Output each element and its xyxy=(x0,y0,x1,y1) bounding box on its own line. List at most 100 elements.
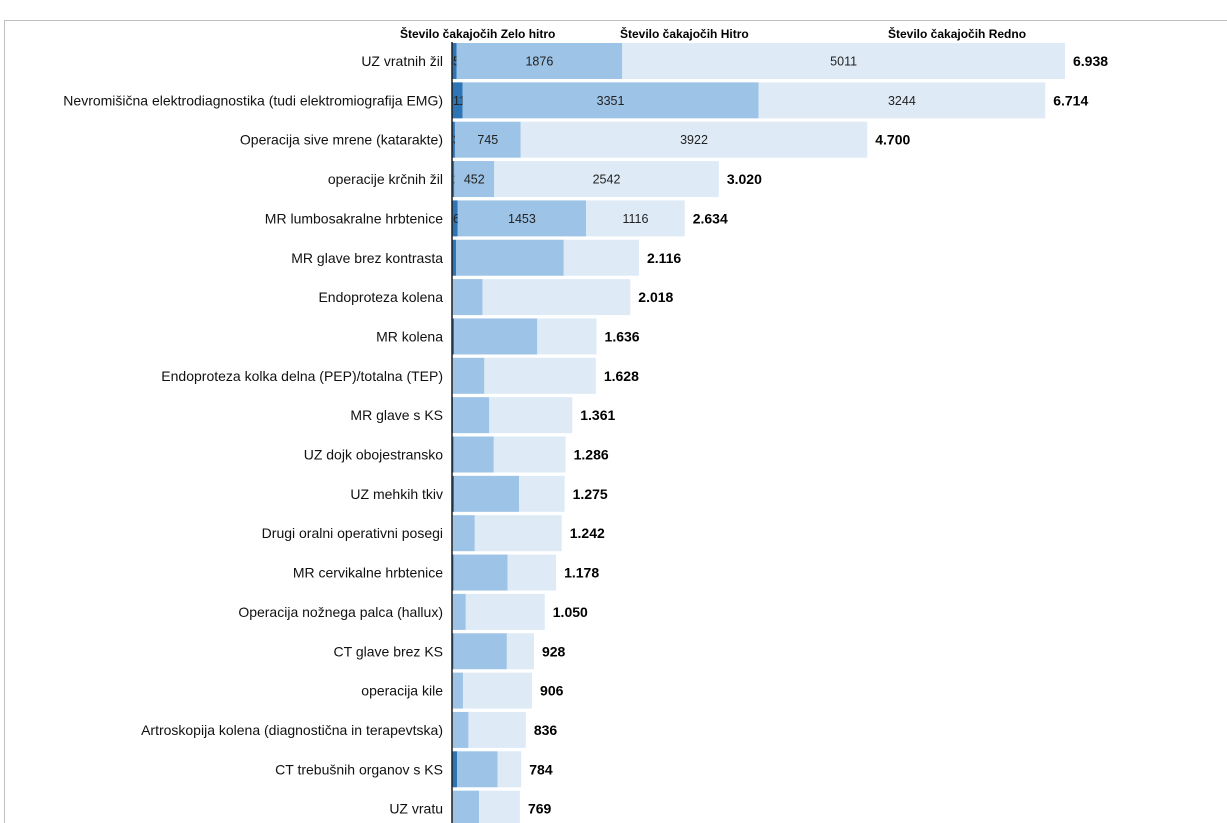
bar-segment xyxy=(452,554,454,591)
total-data-label: 2.634 xyxy=(693,210,728,226)
bar-segment xyxy=(454,475,520,512)
segment-data-label: 1876 xyxy=(525,55,553,69)
category-label: MR glave s KS xyxy=(350,407,443,423)
bar-segment xyxy=(452,475,455,512)
category-label: MR kolena xyxy=(376,328,443,344)
bar-segment xyxy=(586,200,685,237)
total-data-label: 1.050 xyxy=(553,604,588,620)
bar-segment xyxy=(462,672,533,709)
legend-entry: Število čakajočih Hitro xyxy=(620,26,749,41)
bar-segment xyxy=(489,397,573,434)
total-data-label: 836 xyxy=(534,722,558,738)
bar-segment xyxy=(452,200,458,237)
segment-data-label: 745 xyxy=(477,133,498,147)
bar-segment xyxy=(452,357,485,394)
total-data-label: 1.361 xyxy=(580,407,615,423)
category-label: operacije krčnih žil xyxy=(328,171,443,187)
category-label: operacija kile xyxy=(361,683,443,699)
bar-segment xyxy=(452,711,469,748)
total-data-label: 928 xyxy=(542,643,566,659)
segment-data-label: 1453 xyxy=(508,212,536,226)
bar-segment xyxy=(457,200,587,237)
bar-segment xyxy=(452,82,463,119)
legend-entry: Število čakajočih Redno xyxy=(888,26,1026,41)
bar-segment xyxy=(758,82,1046,119)
category-label: Operacija sive mrene (katarakte) xyxy=(240,132,443,148)
total-data-label: 1.636 xyxy=(605,328,640,344)
bar-segment xyxy=(452,790,480,823)
bar-segment xyxy=(454,161,495,198)
legend: Število čakajočih Zelo hitro Število čaka… xyxy=(400,26,1026,41)
total-data-label: 906 xyxy=(540,683,564,699)
chart-frame xyxy=(4,20,1227,823)
bar-segment xyxy=(452,161,455,198)
category-label: Drugi oralni operativni posegi xyxy=(262,525,443,541)
category-label: MR lumbosakralne hrbtenice xyxy=(265,210,443,226)
bar-segment xyxy=(468,711,526,748)
segment-data-label: 5011 xyxy=(830,55,857,69)
bar-segment xyxy=(452,751,458,788)
bar-segment xyxy=(452,515,475,552)
segment-data-label: 452 xyxy=(464,173,485,187)
bar-segment xyxy=(482,279,631,316)
bar-segment xyxy=(462,82,759,119)
category-label: UZ vratu xyxy=(389,801,443,817)
category-label: Endoproteza kolena xyxy=(318,289,443,305)
bar-segment xyxy=(465,593,545,630)
bar-segment xyxy=(494,161,719,198)
bar-segment xyxy=(452,239,456,276)
bar-segment xyxy=(454,121,521,158)
total-data-label: 4.700 xyxy=(875,132,910,148)
total-data-label: 1.286 xyxy=(574,447,609,463)
total-data-label: 1.242 xyxy=(570,525,605,541)
bar-segment xyxy=(453,554,508,591)
total-data-label: 1.178 xyxy=(564,565,599,581)
total-data-label: 1.628 xyxy=(604,368,639,384)
total-data-label: 769 xyxy=(528,801,552,817)
bar-segment xyxy=(520,121,868,158)
bar-segment xyxy=(452,672,463,709)
category-label: CT glave brez KS xyxy=(334,643,443,659)
total-data-label: 784 xyxy=(529,761,553,777)
bar-segment xyxy=(497,751,522,788)
total-data-label: 3.020 xyxy=(727,171,762,187)
bar-segment xyxy=(484,357,596,394)
bar-segment xyxy=(452,593,466,630)
bar-segment xyxy=(453,436,494,473)
bar-segment xyxy=(452,279,483,316)
bar-segment xyxy=(622,43,1065,79)
total-data-label: 2.116 xyxy=(647,250,681,266)
bar-segment xyxy=(457,751,498,788)
bar-segment xyxy=(453,633,507,670)
legend-entry: Število čakajočih Zelo hitro xyxy=(400,26,555,41)
total-data-label: 6.714 xyxy=(1053,92,1088,108)
total-data-label: 2.018 xyxy=(638,289,673,305)
bar-segment xyxy=(453,397,490,434)
bar-segment xyxy=(452,121,455,158)
bar-segment xyxy=(452,318,455,355)
bar-segment xyxy=(563,239,639,276)
segment-data-label: 3244 xyxy=(888,94,916,108)
total-data-label: 6.938 xyxy=(1073,53,1108,69)
bar-segment xyxy=(452,43,457,79)
category-label: UZ dojk obojestransko xyxy=(304,447,444,463)
category-label: Nevromišična elektrodiagnostika (tudi el… xyxy=(63,92,443,108)
bar-segment xyxy=(493,436,566,473)
bars: 51187650116.938119335132446.714337453922… xyxy=(452,43,1108,823)
bar-segment xyxy=(519,475,565,512)
bar-segment xyxy=(456,43,623,79)
bar-segment xyxy=(479,790,520,823)
category-label: MR glave brez kontrasta xyxy=(291,250,443,266)
segment-data-label: 3351 xyxy=(597,94,625,108)
bar-segment xyxy=(454,318,538,355)
category-label: Operacija nožnega palca (hallux) xyxy=(238,604,443,620)
segment-data-label: 2542 xyxy=(593,173,621,187)
bar-segment xyxy=(506,633,534,670)
category-label: UZ vratnih žil xyxy=(361,53,443,69)
segment-data-label: 3922 xyxy=(680,133,708,147)
category-labels: UZ vratnih žil Nevromišična elektrodiagno… xyxy=(63,53,443,817)
bar-segment xyxy=(455,239,564,276)
category-label: UZ mehkih tkiv xyxy=(350,486,443,502)
bar-segment xyxy=(537,318,597,355)
